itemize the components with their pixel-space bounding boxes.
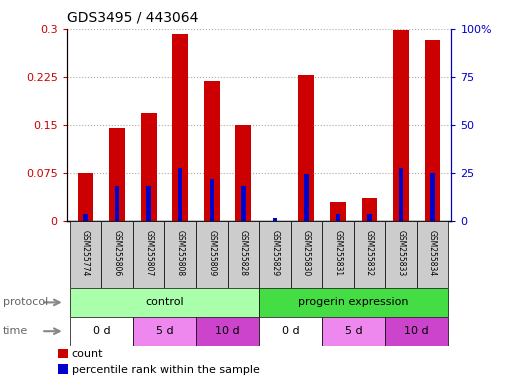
- Text: GSM255774: GSM255774: [81, 230, 90, 276]
- Bar: [393, 30, 409, 221]
- Text: progerin expression: progerin expression: [299, 297, 409, 308]
- Bar: [204, 81, 220, 221]
- Bar: [209, 179, 214, 221]
- Text: GSM255808: GSM255808: [176, 230, 185, 276]
- Bar: [228, 221, 259, 288]
- Bar: [362, 199, 378, 221]
- Text: protocol: protocol: [3, 297, 48, 308]
- Bar: [133, 221, 165, 288]
- Bar: [58, 364, 68, 374]
- Text: control: control: [145, 297, 184, 308]
- Text: GSM255834: GSM255834: [428, 230, 437, 276]
- Bar: [115, 185, 120, 221]
- Text: 0 d: 0 d: [92, 326, 110, 336]
- Bar: [165, 221, 196, 288]
- Text: GSM255830: GSM255830: [302, 230, 311, 276]
- Bar: [70, 317, 133, 346]
- Text: 10 d: 10 d: [215, 326, 240, 336]
- Bar: [235, 125, 251, 221]
- Bar: [336, 214, 340, 221]
- Bar: [399, 168, 403, 221]
- Bar: [259, 317, 322, 346]
- Bar: [178, 168, 183, 221]
- Text: GSM255831: GSM255831: [333, 230, 342, 276]
- Bar: [385, 221, 417, 288]
- Text: 5 d: 5 d: [345, 326, 363, 336]
- Bar: [147, 185, 151, 221]
- Bar: [133, 317, 196, 346]
- Text: GSM255806: GSM255806: [113, 230, 122, 276]
- Bar: [299, 75, 314, 221]
- Bar: [196, 317, 259, 346]
- Text: 5 d: 5 d: [155, 326, 173, 336]
- Bar: [330, 202, 346, 221]
- Bar: [353, 221, 385, 288]
- Text: GSM255832: GSM255832: [365, 230, 374, 276]
- Bar: [385, 317, 448, 346]
- Bar: [430, 173, 435, 221]
- Bar: [425, 40, 440, 221]
- Bar: [70, 288, 259, 317]
- Text: percentile rank within the sample: percentile rank within the sample: [72, 365, 260, 375]
- Bar: [58, 349, 68, 358]
- Bar: [70, 221, 102, 288]
- Bar: [259, 288, 448, 317]
- Bar: [109, 128, 125, 221]
- Bar: [322, 317, 385, 346]
- Bar: [367, 214, 371, 221]
- Bar: [259, 221, 290, 288]
- Bar: [304, 174, 309, 221]
- Bar: [196, 221, 228, 288]
- Bar: [417, 221, 448, 288]
- Text: GSM255809: GSM255809: [207, 230, 216, 276]
- Bar: [272, 218, 277, 221]
- Bar: [322, 221, 353, 288]
- Bar: [84, 214, 88, 221]
- Bar: [141, 113, 156, 221]
- Bar: [241, 185, 246, 221]
- Bar: [78, 173, 93, 221]
- Text: 0 d: 0 d: [282, 326, 300, 336]
- Text: time: time: [3, 326, 28, 336]
- Bar: [172, 34, 188, 221]
- Text: GDS3495 / 443064: GDS3495 / 443064: [67, 11, 198, 25]
- Text: GSM255828: GSM255828: [239, 230, 248, 276]
- Text: GSM255807: GSM255807: [144, 230, 153, 276]
- Bar: [102, 221, 133, 288]
- Text: GSM255833: GSM255833: [397, 230, 405, 276]
- Text: count: count: [72, 349, 103, 359]
- Text: GSM255829: GSM255829: [270, 230, 280, 276]
- Bar: [290, 221, 322, 288]
- Text: 10 d: 10 d: [404, 326, 429, 336]
